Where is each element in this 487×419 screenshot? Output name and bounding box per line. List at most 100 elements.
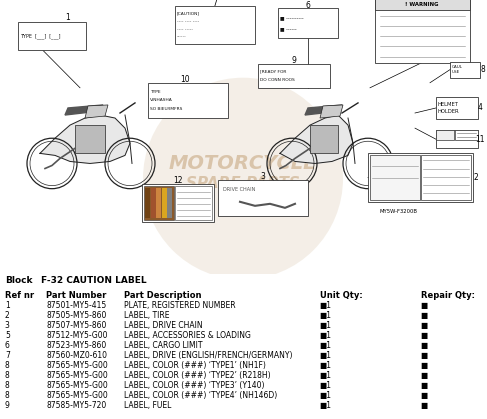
Text: ■: ■	[421, 301, 428, 310]
Text: HOLDER: HOLDER	[438, 109, 460, 114]
Text: LABEL, COLOR (###) ‘TYPE4’ (NH146D): LABEL, COLOR (###) ‘TYPE4’ (NH146D)	[124, 391, 277, 400]
Text: 7: 7	[5, 351, 10, 360]
Text: LABEL, COLOR (###) ‘TYPE1’ (NH1F): LABEL, COLOR (###) ‘TYPE1’ (NH1F)	[124, 361, 265, 370]
Text: ■: ■	[421, 321, 428, 330]
Text: DRIVE CHAIN: DRIVE CHAIN	[223, 186, 255, 191]
Ellipse shape	[143, 78, 343, 279]
Text: Ref nr: Ref nr	[5, 291, 34, 300]
Bar	[375, 0, 470, 62]
Text: 87565-MY5-G00: 87565-MY5-G00	[46, 361, 108, 370]
Text: VINHASHA: VINHASHA	[150, 98, 173, 102]
Text: F-32 CAUTION LABEL: F-32 CAUTION LABEL	[41, 276, 147, 285]
Text: ■: ■	[421, 351, 428, 360]
Bar	[436, 130, 454, 140]
Text: ---- ---- ----: ---- ---- ----	[177, 19, 199, 23]
Text: ■1: ■1	[319, 361, 332, 370]
Text: ■1: ■1	[319, 391, 332, 400]
Polygon shape	[85, 105, 108, 118]
Text: ■: ■	[421, 361, 428, 370]
Text: Block: Block	[5, 276, 32, 285]
Text: 9: 9	[292, 56, 297, 65]
Text: SO BIEU/IMFRS: SO BIEU/IMFRS	[150, 107, 182, 111]
Text: ■1: ■1	[319, 321, 332, 330]
Text: 5: 5	[5, 331, 10, 340]
Text: LABEL, COLOR (###) ‘TYPE3’ (Y140): LABEL, COLOR (###) ‘TYPE3’ (Y140)	[124, 381, 264, 390]
Polygon shape	[280, 115, 353, 163]
Text: 6: 6	[305, 0, 310, 10]
Bar	[145, 188, 150, 218]
Bar	[175, 186, 212, 220]
Text: [CAUTION]: [CAUTION]	[177, 12, 200, 16]
Text: ■1: ■1	[319, 341, 332, 350]
Text: 1: 1	[66, 13, 71, 22]
Text: ■1: ■1	[319, 351, 332, 360]
Text: ■1: ■1	[319, 381, 332, 390]
Text: SPARE PARTS: SPARE PARTS	[186, 176, 300, 191]
Text: 87507-MY5-860: 87507-MY5-860	[46, 321, 107, 330]
Bar	[142, 184, 214, 222]
Text: 87560-MZ0-610: 87560-MZ0-610	[46, 351, 108, 360]
Bar	[18, 22, 86, 50]
Text: 87565-MY5-G00: 87565-MY5-G00	[46, 391, 108, 400]
Bar	[370, 155, 420, 200]
Text: PLATE, REGISTERED NUMBER: PLATE, REGISTERED NUMBER	[124, 301, 235, 310]
Text: MOTORCYCLE: MOTORCYCLE	[169, 154, 317, 173]
Text: 6: 6	[5, 341, 10, 350]
Text: TYPE  [___]  [___]: TYPE [___] [___]	[20, 34, 60, 39]
Text: ■: ■	[421, 401, 428, 410]
Text: ---- -----: ---- -----	[177, 27, 193, 31]
Text: ■: ■	[421, 311, 428, 320]
Bar	[368, 153, 473, 202]
Text: Repair Qty:: Repair Qty:	[421, 291, 475, 300]
Bar	[421, 155, 471, 200]
Bar	[455, 130, 478, 140]
Text: ■: ■	[421, 381, 428, 390]
Bar	[375, 0, 470, 10]
Text: 11: 11	[475, 135, 485, 144]
Text: HELMET: HELMET	[438, 102, 459, 107]
Text: 87505-MY5-860: 87505-MY5-860	[46, 311, 107, 320]
Text: 87585-MY5-720: 87585-MY5-720	[46, 401, 107, 410]
Text: LABEL, COLOR (###) ‘TYPE2’ (R218H): LABEL, COLOR (###) ‘TYPE2’ (R218H)	[124, 371, 270, 380]
Polygon shape	[75, 125, 105, 153]
Text: 2: 2	[474, 173, 478, 182]
Bar	[167, 188, 172, 218]
Text: ■1: ■1	[319, 401, 332, 410]
Text: ■1: ■1	[319, 331, 332, 340]
Bar	[218, 180, 308, 216]
Text: LABEL, CARGO LIMIT: LABEL, CARGO LIMIT	[124, 341, 202, 350]
Text: Part Number: Part Number	[46, 291, 107, 300]
Text: LABEL, FUEL: LABEL, FUEL	[124, 401, 171, 410]
Text: 87501-MY5-415: 87501-MY5-415	[46, 301, 107, 310]
Text: 87565-MY5-G00: 87565-MY5-G00	[46, 381, 108, 390]
Text: [READY FOR: [READY FOR	[260, 70, 286, 74]
Text: 8: 8	[5, 371, 10, 380]
Text: ■: ■	[421, 341, 428, 350]
Text: LABEL, DRIVE CHAIN: LABEL, DRIVE CHAIN	[124, 321, 202, 330]
Text: DO CONN ROOS: DO CONN ROOS	[260, 78, 295, 82]
Text: ■: ■	[421, 391, 428, 400]
Polygon shape	[320, 105, 343, 118]
Polygon shape	[40, 115, 130, 163]
Text: LABEL, TIRE: LABEL, TIRE	[124, 311, 169, 320]
Text: ------: ------	[177, 35, 187, 39]
Text: ■1: ■1	[319, 301, 332, 310]
Text: TYPE: TYPE	[150, 90, 161, 93]
Text: 12: 12	[173, 176, 183, 185]
Text: MY5W-F3200B: MY5W-F3200B	[380, 209, 418, 214]
Text: 2: 2	[5, 311, 10, 320]
Text: 8: 8	[5, 381, 10, 390]
Text: ■ ----------: ■ ----------	[280, 16, 303, 21]
Text: 9: 9	[5, 401, 10, 410]
Text: 3: 3	[5, 321, 10, 330]
Polygon shape	[310, 125, 338, 153]
Text: ■1: ■1	[319, 311, 332, 320]
Polygon shape	[65, 105, 103, 115]
Bar	[258, 64, 330, 88]
Bar	[436, 97, 478, 119]
Bar	[436, 130, 478, 148]
Bar	[450, 62, 480, 78]
Text: 87565-MY5-G00: 87565-MY5-G00	[46, 371, 108, 380]
Text: ■: ■	[421, 331, 428, 340]
Text: LABEL, ACCESSORIES & LOADING: LABEL, ACCESSORIES & LOADING	[124, 331, 250, 340]
